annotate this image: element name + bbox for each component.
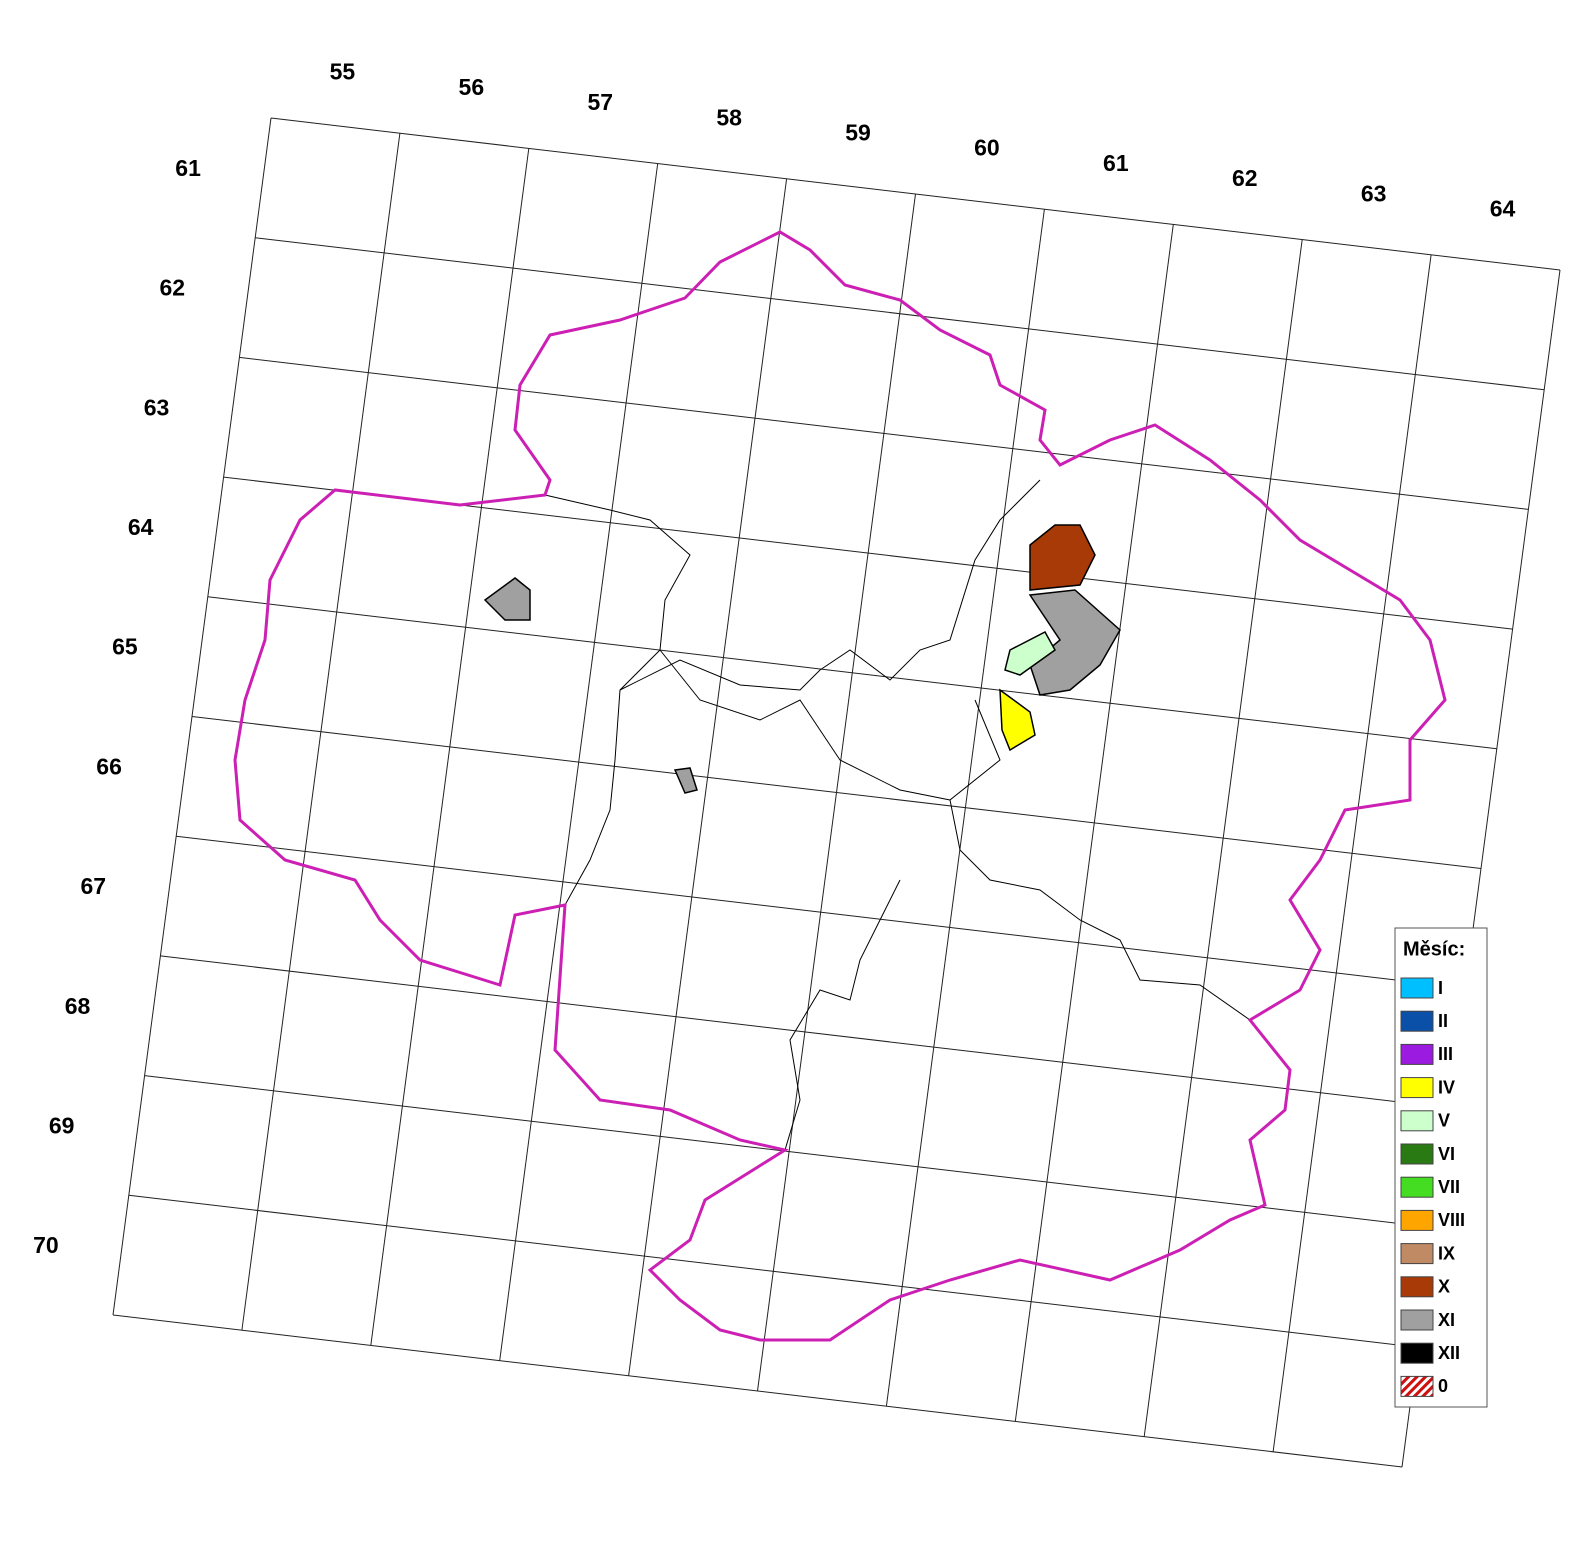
legend-label: IX xyxy=(1438,1243,1455,1263)
district-border xyxy=(544,494,691,906)
legend-label: V xyxy=(1438,1111,1450,1131)
row-label: 70 xyxy=(33,1232,59,1258)
legend-label: XI xyxy=(1438,1310,1455,1330)
row-label: 69 xyxy=(49,1113,75,1139)
legend-swatch xyxy=(1400,1243,1434,1265)
column-label: 63 xyxy=(1361,180,1387,206)
legend-label: VIII xyxy=(1438,1210,1465,1230)
column-label: 59 xyxy=(845,119,871,145)
legend-title: Měsíc: xyxy=(1403,938,1465,960)
row-label: 67 xyxy=(81,873,107,899)
area-iv xyxy=(999,688,1036,752)
grid xyxy=(112,117,1561,1468)
column-label: 64 xyxy=(1490,195,1516,221)
legend-swatch xyxy=(1400,1375,1434,1397)
row-label: 63 xyxy=(144,394,170,420)
row-label: 65 xyxy=(112,634,138,660)
legend-swatch xyxy=(1400,1110,1434,1132)
legend-swatch xyxy=(1400,1342,1434,1364)
legend-swatch xyxy=(1400,1077,1434,1099)
legend-swatch xyxy=(1400,1276,1434,1298)
region-outline xyxy=(233,230,1447,1342)
legend-label: 0 xyxy=(1438,1376,1448,1396)
district-border xyxy=(659,649,951,801)
legend-swatch xyxy=(1400,1309,1434,1331)
grid-line xyxy=(207,596,1497,750)
legend-label: VI xyxy=(1438,1144,1455,1164)
legend-swatch xyxy=(1400,1209,1434,1231)
legend-swatch xyxy=(1400,1176,1434,1198)
column-label: 56 xyxy=(459,74,485,100)
legend-label: X xyxy=(1438,1277,1450,1297)
district-border xyxy=(784,879,901,1151)
legend-label: IV xyxy=(1438,1077,1455,1097)
legend-swatch xyxy=(1400,1143,1434,1165)
legend-label: VII xyxy=(1438,1177,1460,1197)
row-label: 64 xyxy=(128,514,154,540)
row-label: 66 xyxy=(96,753,122,779)
area-v xyxy=(1004,631,1056,676)
grid-line xyxy=(176,835,1466,989)
legend-label: XII xyxy=(1438,1343,1460,1363)
grid-line xyxy=(160,955,1450,1109)
row-label: 61 xyxy=(175,155,201,181)
grid-line xyxy=(239,356,1529,510)
district-border xyxy=(619,479,1041,691)
row-label: 62 xyxy=(160,275,186,301)
legend-label: II xyxy=(1438,1011,1448,1031)
legend-swatch xyxy=(1400,1010,1434,1032)
grid-line xyxy=(128,1194,1418,1348)
column-label: 55 xyxy=(330,59,356,85)
column-label: 62 xyxy=(1232,165,1258,191)
column-label: 57 xyxy=(587,89,613,115)
legend-label: III xyxy=(1438,1044,1453,1064)
column-label: 58 xyxy=(716,104,742,130)
regions xyxy=(544,479,1251,1151)
grid-labels: 55 56 57 58 59 60 61 62 63 64 61 62 63 64 65 66 67 68 69 70 xyxy=(33,59,1515,1259)
grid-line xyxy=(144,1075,1434,1229)
colored-areas xyxy=(483,524,1121,794)
area-x xyxy=(1029,524,1096,591)
district-border xyxy=(949,699,1251,1021)
column-label: 60 xyxy=(974,135,1000,161)
grid-line xyxy=(255,237,1545,391)
legend-swatch xyxy=(1400,977,1434,999)
grid-line xyxy=(112,1314,1403,1468)
legend-box xyxy=(1394,927,1488,1408)
legend-label: I xyxy=(1438,978,1443,998)
row-label: 68 xyxy=(65,993,91,1019)
column-label: 61 xyxy=(1103,150,1129,176)
area-xi xyxy=(483,577,531,621)
legend-swatch xyxy=(1400,1043,1434,1065)
area-xi xyxy=(673,767,698,794)
grid-line xyxy=(191,716,1482,869)
grid-line xyxy=(270,117,1561,271)
